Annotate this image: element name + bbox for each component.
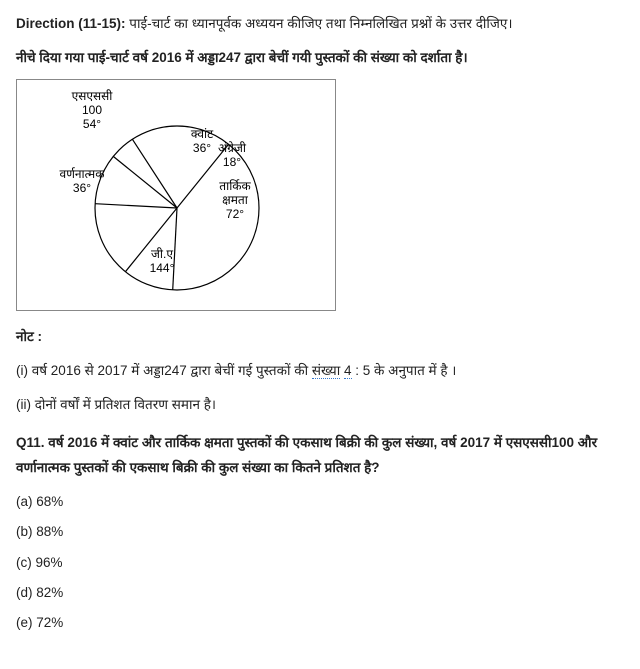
note-item: (i) वर्ष 2016 से 2017 में अड्डा247 द्वार…	[16, 359, 624, 383]
svg-text:अंग्रेजी18°: अंग्रेजी18°	[218, 141, 247, 169]
option-item: (e) 72%	[16, 611, 624, 635]
option-item: (a) 68%	[16, 490, 624, 514]
note-item: (ii) दोनों वर्षों में प्रतिशत वितरण समान…	[16, 393, 624, 417]
option-item: (d) 82%	[16, 581, 624, 605]
direction-prefix: Direction (11-15):	[16, 16, 126, 31]
option-item: (b) 88%	[16, 520, 624, 544]
svg-text:वर्णनात्मक36°: वर्णनात्मक36°	[60, 167, 106, 195]
svg-text:क्वांट36°: क्वांट36°	[191, 127, 214, 155]
notes-list: (i) वर्ष 2016 से 2017 में अड्डा247 द्वार…	[16, 359, 624, 418]
options-list: (a) 68% (b) 88% (c) 96% (d) 82% (e) 72%	[16, 490, 624, 635]
question-number: Q11.	[16, 435, 45, 450]
question-text: वर्ष 2016 में क्वांट और तार्किक क्षमता प…	[16, 435, 597, 474]
option-item: (c) 96%	[16, 551, 624, 575]
chart-subhead: नीचे दिया गया पाई-चार्ट वर्ष 2016 में अड…	[16, 46, 624, 70]
svg-text:जी.ए144°: जी.ए144°	[150, 247, 175, 275]
pie-chart: एसएससी10054° क्वांट36°अंग्रेजी18° तार्किकक…	[17, 80, 337, 312]
direction-block: Direction (11-15): पाई-चार्ट का ध्यानपूर…	[16, 12, 624, 36]
direction-text: पाई-चार्ट का ध्यानपूर्वक अध्ययन कीजिए तथ…	[126, 16, 513, 31]
notes-heading: नोट :	[16, 325, 624, 349]
pie-chart-container: एसएससी10054° क्वांट36°अंग्रेजी18° तार्किकक…	[16, 79, 336, 311]
svg-text:तार्किकक्षमता72°: तार्किकक्षमता72°	[219, 179, 251, 221]
svg-text:एसएससी10054°: एसएससी10054°	[72, 89, 114, 131]
question-text-block: Q11. वर्ष 2016 में क्वांट और तार्किक क्ष…	[16, 431, 624, 480]
